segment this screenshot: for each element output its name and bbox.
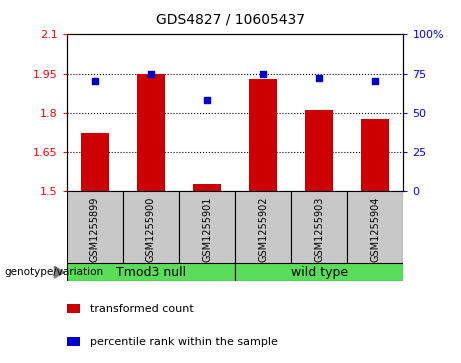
Text: GSM1255904: GSM1255904 [370, 196, 380, 262]
Point [203, 97, 211, 103]
Bar [81, 133, 109, 191]
Text: wild type: wild type [291, 266, 348, 279]
Polygon shape [54, 266, 65, 278]
Bar [249, 79, 277, 191]
Text: GSM1255903: GSM1255903 [314, 196, 324, 262]
Bar [291, 191, 347, 263]
Bar [67, 263, 235, 281]
Bar [347, 191, 403, 263]
Bar [67, 191, 123, 263]
Bar [137, 74, 165, 191]
Bar [235, 191, 291, 263]
Text: GSM1255900: GSM1255900 [146, 196, 156, 262]
Text: GSM1255902: GSM1255902 [258, 196, 268, 262]
Bar [305, 110, 333, 191]
Text: transformed count: transformed count [90, 304, 194, 314]
Point [315, 75, 323, 81]
Text: percentile rank within the sample: percentile rank within the sample [90, 337, 278, 347]
Bar [179, 191, 235, 263]
Text: GSM1255899: GSM1255899 [90, 196, 100, 262]
Text: Tmod3 null: Tmod3 null [116, 266, 186, 279]
Text: GSM1255901: GSM1255901 [202, 196, 212, 262]
Bar [235, 263, 403, 281]
Bar [361, 119, 390, 191]
Text: genotype/variation: genotype/variation [5, 267, 104, 277]
Bar [67, 337, 80, 346]
Text: GDS4827 / 10605437: GDS4827 / 10605437 [156, 13, 305, 27]
Point [147, 71, 154, 77]
Point [260, 71, 267, 77]
Point [91, 78, 99, 84]
Bar [123, 191, 179, 263]
Point [372, 78, 379, 84]
Bar [67, 304, 80, 313]
Bar [193, 184, 221, 191]
